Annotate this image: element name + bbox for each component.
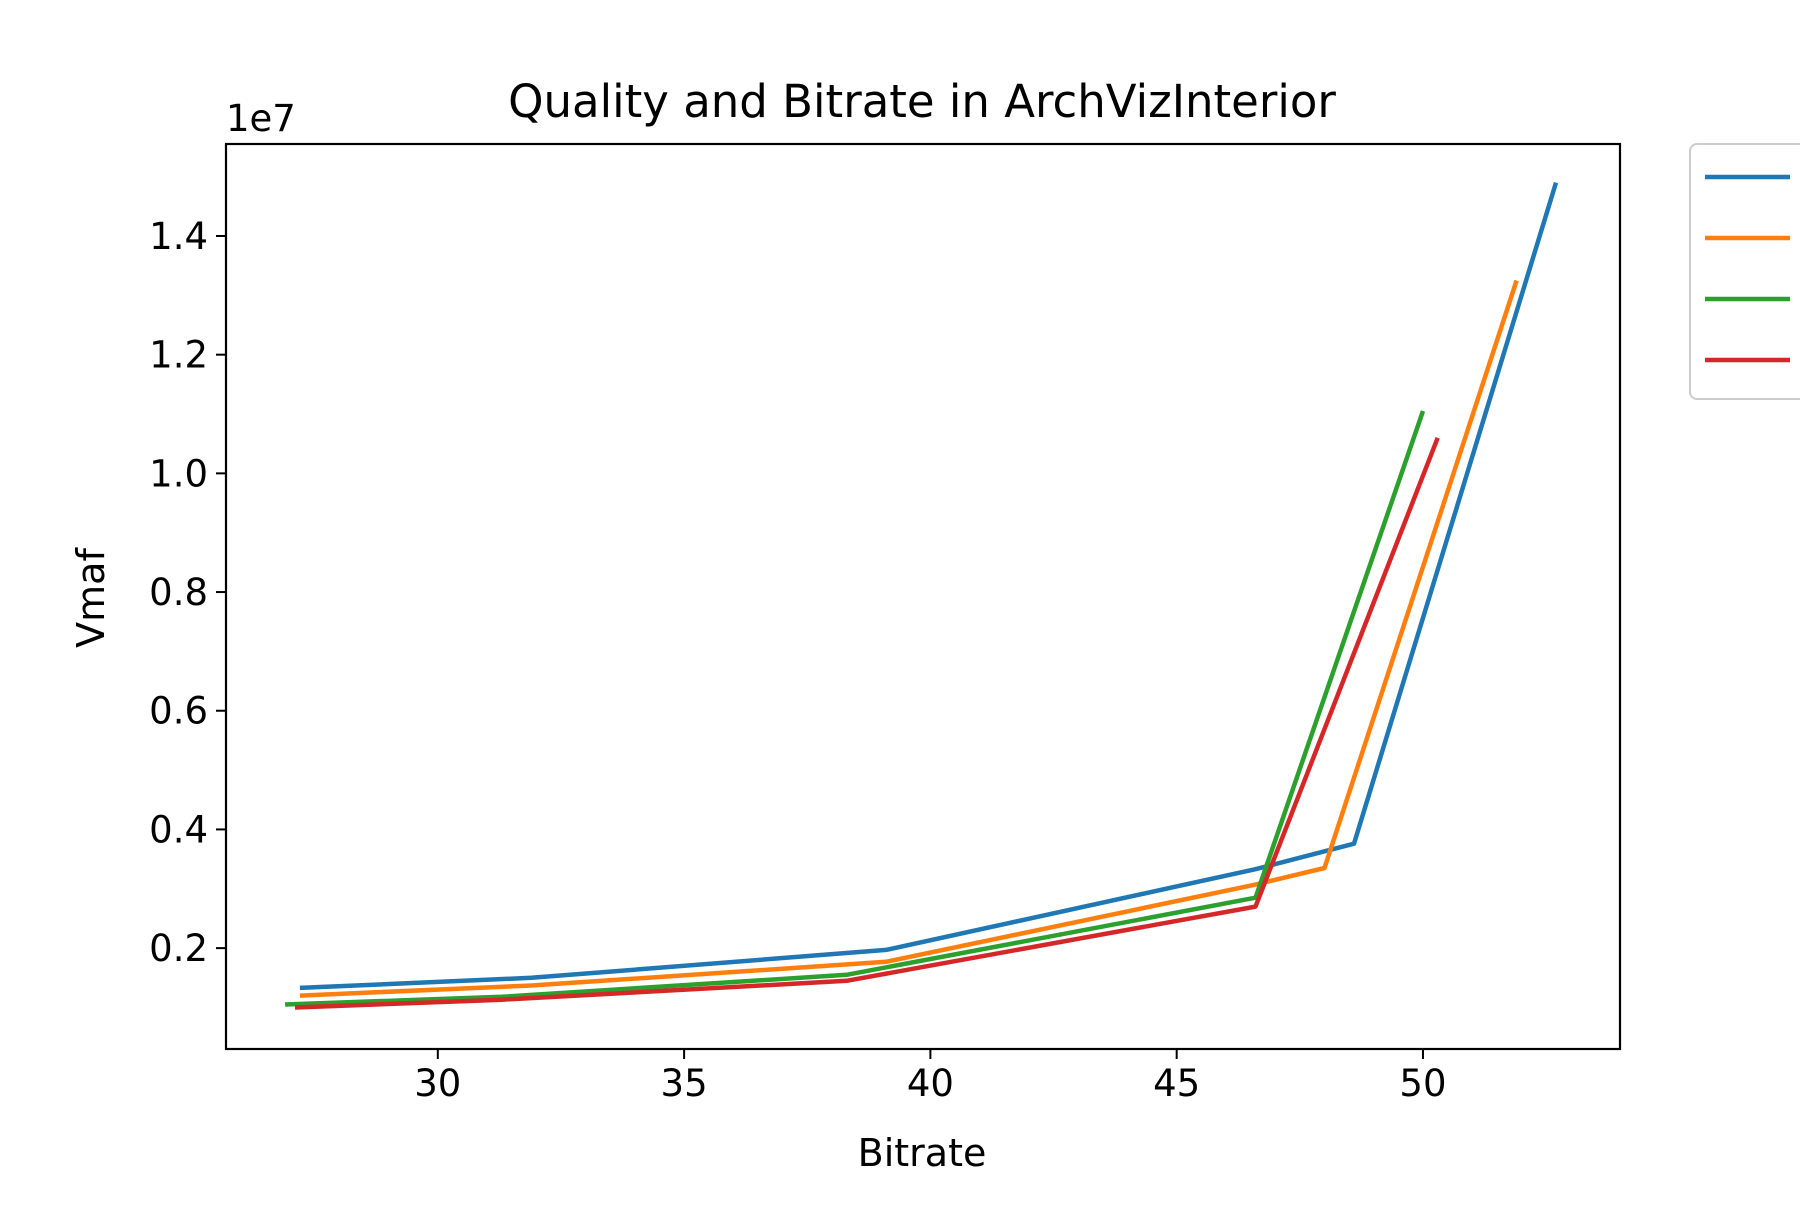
series-line-4 (294, 436, 1440, 1010)
series-line-2 (299, 279, 1519, 998)
y-tick-label: 1.4 (149, 215, 208, 258)
y-offset-label: 1e7 (226, 97, 296, 140)
x-tick-label: 45 (1153, 1062, 1200, 1105)
x-tick-label: 35 (661, 1062, 708, 1105)
legend-frame (1689, 143, 1800, 400)
y-tick-label: 0.2 (149, 927, 208, 970)
y-tick-label: 0.8 (149, 571, 208, 614)
chart-title: Quality and Bitrate in ArchVizInterior (508, 75, 1336, 128)
x-axis-label: Bitrate (858, 1131, 987, 1175)
x-axis-ticks: 30 35 40 45 50 (414, 1049, 1447, 1105)
x-tick-label: 30 (414, 1062, 461, 1105)
series-line-1 (299, 181, 1559, 991)
series-layer (285, 181, 1559, 1010)
legend (1689, 143, 1800, 400)
plot-frame (224, 142, 1622, 1051)
x-tick-label: 40 (907, 1062, 954, 1105)
y-tick-label: 0.4 (149, 808, 208, 851)
x-tick-label: 50 (1399, 1062, 1446, 1105)
y-tick-label: 1.2 (149, 334, 208, 377)
y-tick-label: 0.6 (149, 690, 208, 733)
y-tick-label: 1.0 (149, 452, 208, 495)
series-line-3 (285, 410, 1426, 1007)
y-axis-label: Vmaf (69, 547, 113, 648)
y-axis-ticks: 0.2 0.4 0.6 0.8 1.0 1.2 1.4 (149, 215, 226, 970)
